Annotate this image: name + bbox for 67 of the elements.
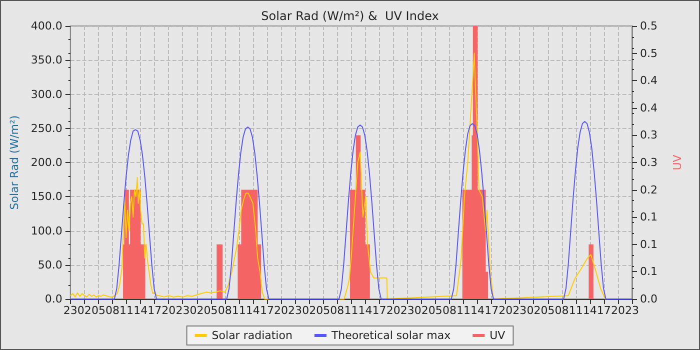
x-tick-label: 11: [344, 304, 358, 317]
x-tick-label: 20: [274, 304, 288, 317]
x-tick-label: 23: [63, 304, 78, 317]
x-tick-label: 08: [106, 304, 120, 317]
x-tick-label: 17: [596, 304, 611, 317]
x-tick-label: 17: [484, 304, 499, 317]
x-tick-label: 08: [330, 304, 344, 317]
y-tick-label: 150.0: [30, 190, 62, 204]
x-tick-label: 17: [148, 304, 162, 317]
x-tick-label: 02: [77, 304, 92, 317]
x-tick-label: 11: [120, 304, 134, 317]
y2-tick-label: 0.1: [640, 265, 658, 278]
y2-tick-label: 0.2: [640, 183, 658, 196]
x-tick-label: 02: [526, 304, 541, 317]
x-tick-label: 02: [190, 304, 204, 317]
x-tick-label: 05: [204, 304, 218, 317]
x-tick-label: 23: [625, 304, 639, 317]
chart-title: Solar Rad (W/m²) & UV Index: [261, 9, 439, 23]
y-tick-label: 250.0: [30, 122, 62, 135]
y2-tick-label: 0.4: [640, 74, 658, 88]
y-tick-label: 200.0: [30, 156, 62, 169]
x-tick-label: 05: [428, 304, 442, 317]
x-tick-label: 23: [512, 304, 527, 317]
x-tick-label: 02: [302, 304, 316, 317]
y-tick-label: 100.0: [30, 224, 62, 238]
y-tick-label: 50.0: [38, 258, 62, 272]
x-tick-label: 14: [470, 304, 485, 317]
x-tick-label: 11: [232, 304, 246, 317]
x-tick-label: 17: [372, 304, 386, 317]
x-tick-label: 08: [554, 304, 569, 317]
y2-tick-label: 0.4: [640, 101, 658, 114]
legend-label: UV: [490, 329, 506, 342]
x-tick-label: 02: [414, 304, 428, 317]
y-tick-label: 350.0: [30, 54, 62, 67]
y-tick-label: 400.0: [30, 20, 62, 32]
y2-tick-label: 0.1: [640, 238, 658, 251]
x-tick-label: 11: [568, 304, 583, 317]
x-tick-label: 20: [498, 304, 513, 317]
x-tick-label: 14: [358, 304, 372, 317]
y-axis-title: Solar Rad (W/m²): [8, 115, 21, 210]
x-tick-label: 14: [582, 304, 597, 317]
y2-tick-label: 0.3: [640, 156, 658, 169]
legend-label: Theoretical solar max: [330, 329, 452, 342]
x-tick-label: 20: [610, 304, 625, 317]
x-tick-label: 08: [218, 304, 232, 317]
x-tick-label: 11: [456, 304, 471, 317]
x-tick-label: 23: [400, 304, 414, 317]
legend-label: Solar radiation: [212, 329, 292, 342]
y2-tick-label: 0.5: [640, 46, 658, 60]
x-tick-label: 05: [91, 304, 106, 317]
y-tick-label: 0.0: [44, 292, 62, 306]
y2-tick-label: 0.3: [640, 128, 658, 142]
x-tick-label: 17: [260, 304, 274, 317]
x-tick-label: 20: [386, 304, 400, 317]
x-tick-label: 05: [316, 304, 330, 317]
y2-tick-label: 0.0: [640, 292, 658, 306]
x-tick-label: 23: [176, 304, 190, 317]
x-tick-label: 23: [288, 304, 302, 317]
y2-axis-title: UV: [671, 154, 684, 170]
x-tick-label: 14: [134, 304, 148, 317]
y2-tick-label: 0.5: [640, 20, 658, 32]
y-tick-label: 300.0: [30, 88, 62, 101]
x-tick-label: 08: [442, 304, 456, 317]
x-tick-label: 20: [162, 304, 176, 317]
x-tick-label: 05: [540, 304, 555, 317]
x-tick-label: 14: [246, 304, 260, 317]
y2-tick-label: 0.1: [640, 210, 658, 224]
